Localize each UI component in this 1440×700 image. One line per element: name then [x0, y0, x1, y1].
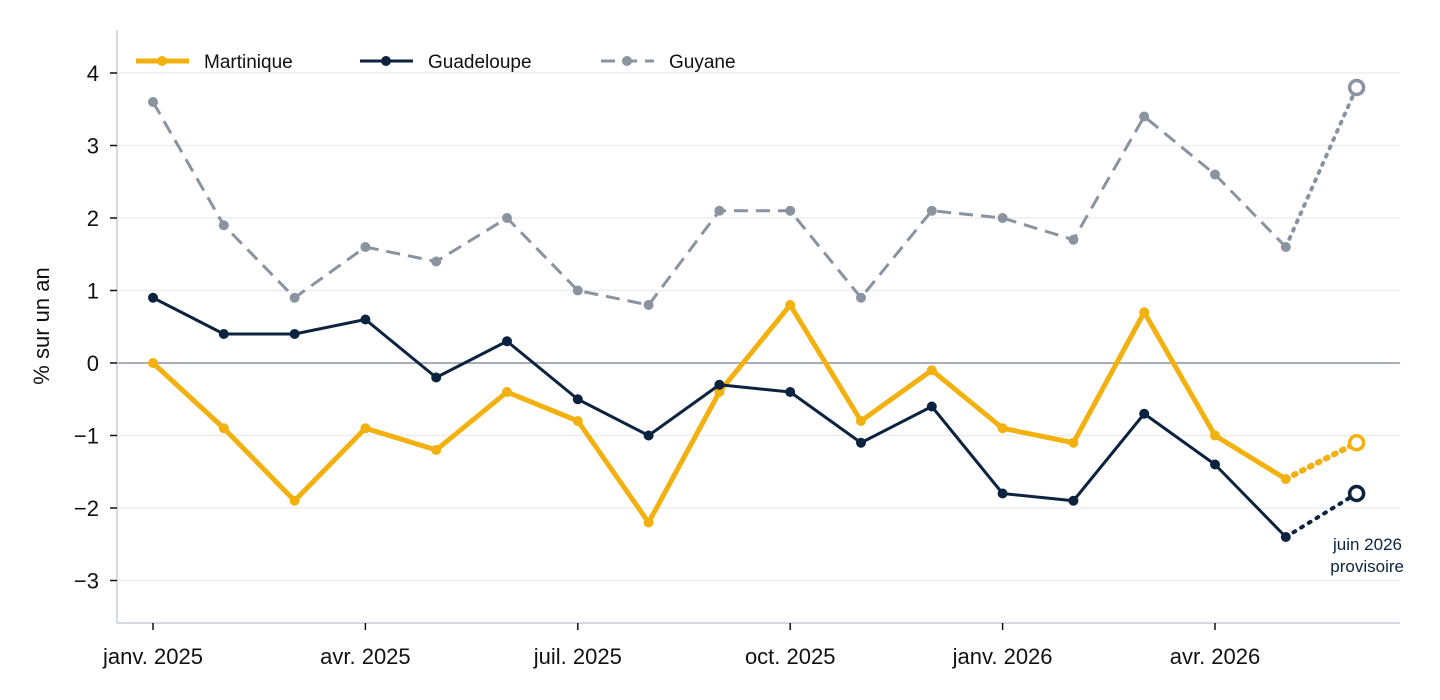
data-point-guyane	[926, 205, 937, 216]
data-point-martinique	[997, 423, 1008, 434]
data-point-martinique	[431, 445, 442, 455]
data-point-guyane	[1210, 169, 1220, 180]
data-point-guadeloupe	[1068, 495, 1079, 506]
y-tick-label: −2	[74, 496, 99, 521]
data-point-guadeloupe	[1210, 459, 1220, 470]
x-tick-label: juil. 2025	[533, 644, 622, 669]
legend-marker-guadeloupe	[381, 56, 391, 66]
data-point-guadeloupe	[572, 394, 583, 405]
data-point-guyane	[1280, 242, 1291, 252]
data-point-guyane	[148, 97, 158, 107]
x-tick-label: avr. 2026	[1170, 644, 1261, 669]
x-tick-label: janv. 2026	[952, 644, 1053, 669]
series-provisional-segment-guyane	[1283, 85, 1359, 249]
data-point-guadeloupe	[431, 372, 442, 383]
y-tick-label: 1	[87, 279, 99, 304]
grid-lines	[117, 72, 1400, 582]
data-point-guadeloupe	[856, 437, 866, 448]
legend: Martinique Guadeloupe Guyane	[136, 52, 736, 73]
y-axis-label: % sur un an	[29, 267, 54, 384]
data-point-martinique	[714, 387, 725, 397]
data-point-martinique	[1139, 307, 1150, 318]
data-point-guyane	[856, 292, 866, 303]
provisional-point-guyane	[1347, 78, 1366, 97]
data-point-guyane	[289, 292, 300, 303]
series-provisional-segment-martinique	[1282, 439, 1360, 482]
data-point-martinique	[856, 416, 866, 426]
data-point-guadeloupe	[1139, 408, 1150, 419]
data-point-martinique	[926, 365, 937, 376]
data-point-martinique	[1210, 430, 1220, 441]
data-point-guyane	[431, 256, 442, 267]
data-point-guadeloupe	[148, 292, 158, 303]
data-point-guyane	[643, 300, 654, 310]
axes	[116, 30, 1400, 624]
data-point-guadeloupe	[502, 336, 512, 347]
legend-label-guadeloupe: Guadeloupe	[428, 52, 532, 73]
data-point-guyane	[997, 213, 1008, 223]
data-point-martinique	[360, 423, 371, 434]
legend-label-guyane: Guyane	[669, 52, 736, 73]
data-point-guadeloupe	[643, 430, 654, 441]
series-line-martinique	[150, 302, 1289, 525]
y-tick-label: 4	[87, 61, 99, 86]
data-point-guadeloupe	[714, 379, 725, 390]
annotation-line-2: provisoire	[1330, 557, 1404, 576]
y-tick-label: −3	[74, 569, 99, 594]
data-point-martinique	[572, 416, 583, 426]
data-point-guyane	[360, 242, 371, 252]
series-group	[148, 78, 1366, 542]
data-point-guadeloupe	[289, 329, 300, 339]
data-point-guyane	[714, 205, 725, 216]
annotation-line-1: juin 2026	[1332, 535, 1402, 554]
y-ticks: 4 3 2 1 0 −1 −2 −3	[74, 61, 117, 594]
data-point-guyane	[1068, 234, 1079, 245]
y-tick-label: 3	[87, 134, 99, 159]
provisional-point-martinique	[1347, 434, 1366, 452]
legend-label-martinique: Martinique	[204, 52, 293, 73]
data-point-martinique	[289, 495, 300, 506]
data-point-guyane	[218, 220, 229, 231]
data-point-guyane	[1139, 111, 1150, 122]
data-point-guadeloupe	[926, 401, 937, 412]
y-tick-label: 2	[87, 206, 99, 231]
legend-marker-guyane	[622, 56, 632, 66]
data-point-martinique	[148, 358, 158, 368]
x-tick-label: janv. 2025	[102, 644, 203, 669]
series-line-guyane	[151, 101, 1287, 307]
data-point-guadeloupe	[218, 329, 229, 339]
data-point-martinique	[1068, 437, 1079, 448]
series-provisional-segment-guadeloupe	[1283, 491, 1359, 539]
provisional-point-guadeloupe	[1347, 484, 1366, 503]
data-point-martinique	[785, 300, 796, 310]
data-point-martinique	[218, 423, 229, 434]
data-point-martinique	[1280, 474, 1291, 484]
y-tick-label: −1	[74, 424, 99, 449]
data-point-guadeloupe	[997, 488, 1008, 499]
data-point-guyane	[502, 213, 512, 223]
data-point-martinique	[502, 387, 512, 397]
data-point-martinique	[643, 517, 654, 528]
y-tick-label: 0	[87, 351, 99, 376]
series-line-guadeloupe	[151, 296, 1288, 539]
x-tick-label: oct. 2025	[745, 644, 836, 669]
legend-marker-martinique	[157, 56, 167, 66]
data-point-guadeloupe	[785, 387, 796, 397]
x-tick-label: avr. 2025	[320, 644, 411, 669]
data-point-guadeloupe	[360, 314, 371, 325]
data-point-guyane	[785, 205, 796, 216]
x-ticks: janv. 2025 avr. 2025 juil. 2025 oct. 2025 ja…	[102, 623, 1260, 669]
provisional-annotation: juin 2026 provisoire	[1330, 535, 1404, 576]
data-point-guyane	[572, 285, 583, 296]
data-point-guadeloupe	[1280, 532, 1291, 542]
